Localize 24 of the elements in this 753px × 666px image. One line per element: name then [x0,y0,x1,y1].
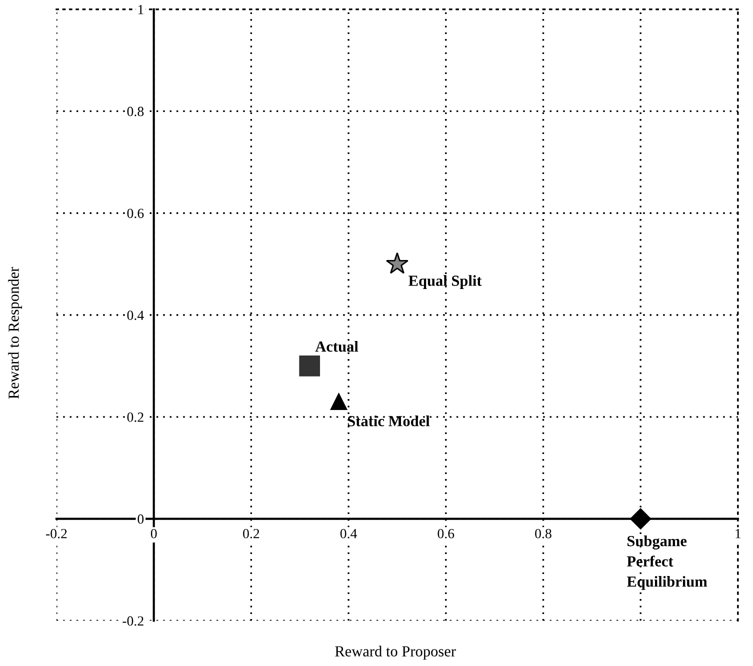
series-label: Equal Split [408,275,482,290]
series-label: Actual [315,341,358,352]
y-tick-label: 0.2 [127,412,144,422]
point [386,252,408,274]
x-tick-label: 1 [736,529,741,538]
y-tick-label: -0.2 [122,616,144,626]
x-tick-label: 0.8 [535,528,552,538]
series-label: Subgame Perfect Equilibrium [626,535,708,590]
y-tick-label: 0.8 [127,106,144,116]
x-tick-label: 0 [150,528,157,538]
x-tick-label: 0.6 [438,528,454,538]
series-label: Static Model [348,416,430,426]
y-axis-title: Reward to Responder [8,266,22,399]
point [330,393,348,410]
y-tick-label: 0.6 [127,208,144,218]
y-tick-label: 0.4 [127,310,144,320]
point [299,356,320,376]
x-tick-label: 0.2 [243,528,260,538]
y-tick-label: 1 [138,4,144,14]
x-tick-label: -0.2 [46,528,67,538]
x-axis-title: Reward to Proposer [335,646,456,660]
point [630,508,652,530]
y-tick-label: 0 [138,514,144,524]
x-tick-label: 0.4 [340,528,357,538]
